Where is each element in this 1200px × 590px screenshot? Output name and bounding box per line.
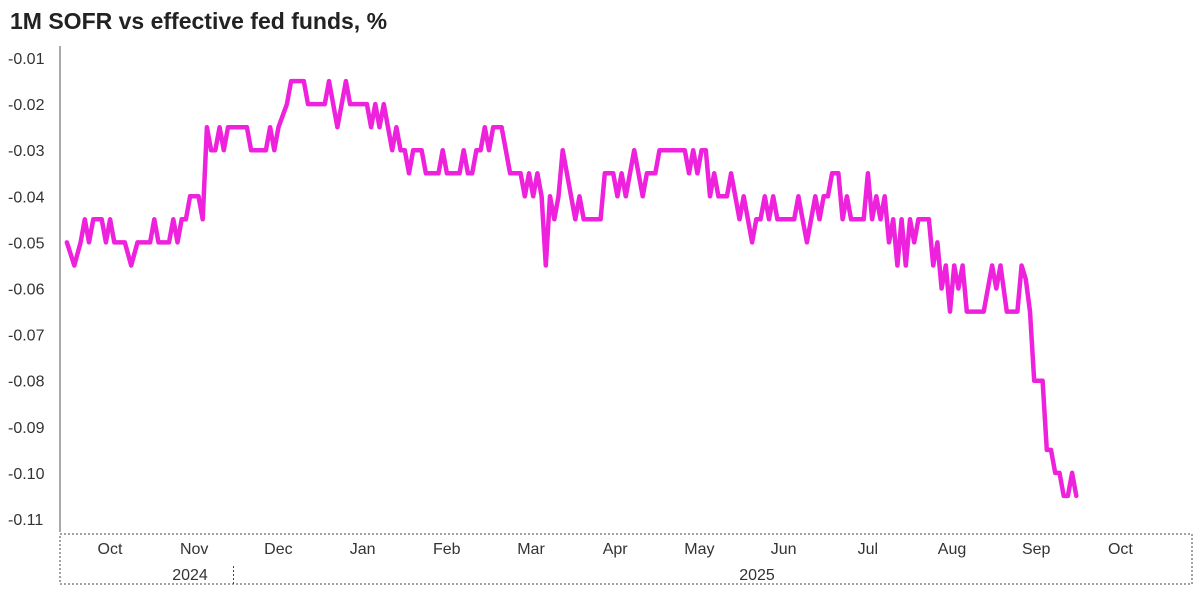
y-tick-label: -0.02: [8, 97, 45, 114]
chart-title: 1M SOFR vs effective fed funds, %: [10, 8, 388, 34]
y-tick-label: -0.07: [8, 328, 45, 345]
series-line: [64, 78, 1079, 499]
x-tick-label: Dec: [264, 541, 292, 558]
y-tick-label: -0.11: [8, 512, 43, 529]
x-tick-label: Oct: [1108, 541, 1133, 558]
y-tick-label: -0.08: [8, 374, 45, 391]
x-tick-label: Feb: [433, 541, 461, 558]
x-tick-label: Apr: [603, 541, 629, 558]
y-tick-label: -0.04: [8, 189, 45, 206]
y-tick-label: -0.10: [8, 466, 45, 483]
y-tick-label: -0.06: [8, 282, 45, 299]
x-tick-label: Mar: [517, 541, 545, 558]
x-tick-label: Aug: [938, 541, 966, 558]
x-tick-label: Sep: [1022, 541, 1051, 558]
x-tick-label: May: [684, 541, 714, 558]
x-tick-label: Jan: [350, 541, 376, 558]
year-label: 2025: [739, 567, 775, 584]
y-tick-label: -0.03: [8, 143, 45, 160]
x-axis-frame: [59, 533, 1193, 585]
x-tick-label: Jul: [858, 541, 878, 558]
y-axis-ticks: -0.01 -0.02 -0.03 -0.04 -0.05 -0.06 -0.07 -0.08…: [8, 51, 45, 529]
y-tick-label: -0.09: [8, 420, 45, 437]
series-group: [64, 78, 1079, 499]
year-label: 2024: [172, 567, 208, 584]
x-tick-label: Jun: [771, 541, 797, 558]
y-tick-label: -0.05: [8, 235, 45, 252]
x-tick-label: Oct: [98, 541, 123, 558]
x-tick-label: Nov: [180, 541, 208, 558]
x-axis-box: Oct Nov Dec Jan Feb Mar Apr May Jun Jul Aug Sep Oct 2…: [59, 533, 1193, 585]
y-tick-label: -0.01: [8, 51, 45, 68]
